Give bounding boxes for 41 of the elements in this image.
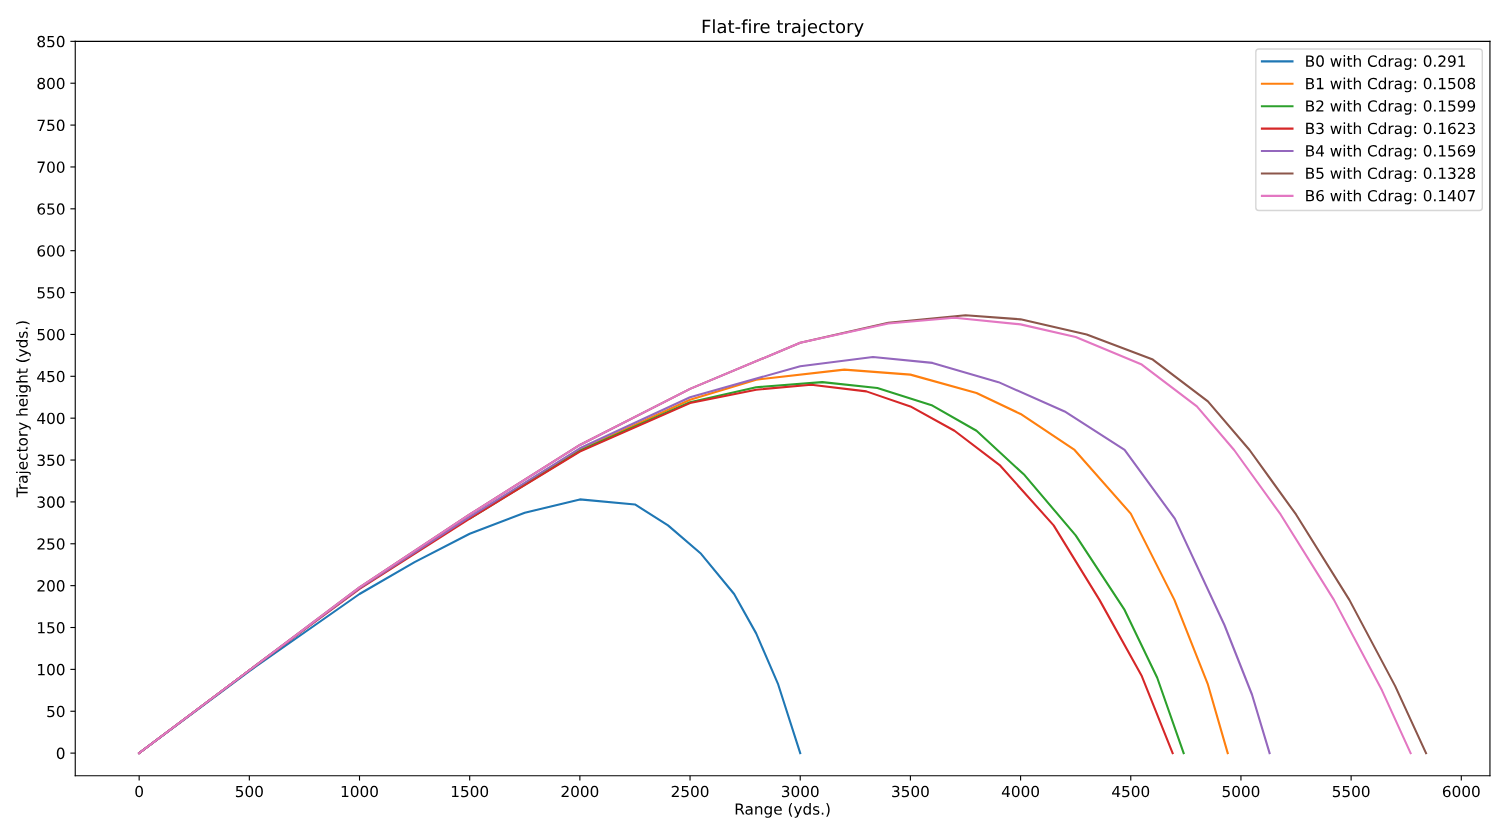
x-tick-label: 5500 [1332, 785, 1370, 798]
legend-label: B0 with Cdrag: 0.291 [1306, 55, 1466, 70]
y-tick-label: 0 [56, 747, 65, 760]
x-axis-title: Range (yds.) [735, 803, 830, 818]
y-tick-label: 100 [38, 663, 65, 676]
legend-label: B1 with Cdrag: 0.1508 [1306, 77, 1476, 93]
x-tick-label: 2000 [561, 785, 599, 798]
y-tick-label: 600 [37, 245, 65, 257]
legend-label: B4 with Cdrag: 0.1569 [1306, 144, 1476, 160]
x-tick-label: 4000 [1001, 785, 1040, 798]
x-tick-label: 2500 [671, 785, 709, 798]
x-tick-label: 6000 [1442, 785, 1480, 798]
y-tick-label: 50 [47, 705, 65, 718]
y-tick-label: 850 [37, 35, 65, 48]
legend-label: B5 with Cdrag: 0.1328 [1306, 167, 1476, 183]
y-tick-label: 350 [37, 454, 65, 467]
y-tick-label: 200 [37, 580, 65, 592]
y-tick-label: 150 [38, 621, 65, 634]
x-tick-label: 1500 [451, 785, 489, 798]
y-tick-label: 450 [37, 370, 65, 383]
x-tick-label: 0 [135, 785, 143, 798]
y-tick-label: 700 [37, 161, 65, 173]
y-tick-label: 550 [37, 287, 65, 299]
x-tick-label: 5000 [1222, 785, 1260, 798]
y-tick-label: 400 [37, 412, 65, 425]
x-tick-label: 1000 [341, 785, 378, 798]
x-tick-label: 3000 [781, 785, 819, 798]
chart-title: Flat-fire trajectory [702, 19, 864, 37]
y-tick-label: 500 [37, 328, 65, 341]
y-axis-title: Trajectory height (yds.) [16, 321, 31, 498]
y-tick-label: 300 [37, 496, 65, 508]
legend-label: B2 with Cdrag: 0.1599 [1306, 99, 1476, 115]
legend-label: B3 with Cdrag: 0.1623 [1306, 122, 1475, 138]
x-tick-label: 3500 [892, 785, 929, 798]
y-tick-label: 800 [37, 77, 65, 90]
x-tick-label: 500 [235, 785, 263, 798]
legend-label: B6 with Cdrag: 0.1407 [1306, 189, 1475, 205]
y-tick-label: 650 [37, 203, 65, 215]
x-tick-label: 4500 [1112, 785, 1150, 798]
y-tick-label: 250 [37, 538, 65, 550]
y-tick-label: 750 [37, 119, 65, 132]
